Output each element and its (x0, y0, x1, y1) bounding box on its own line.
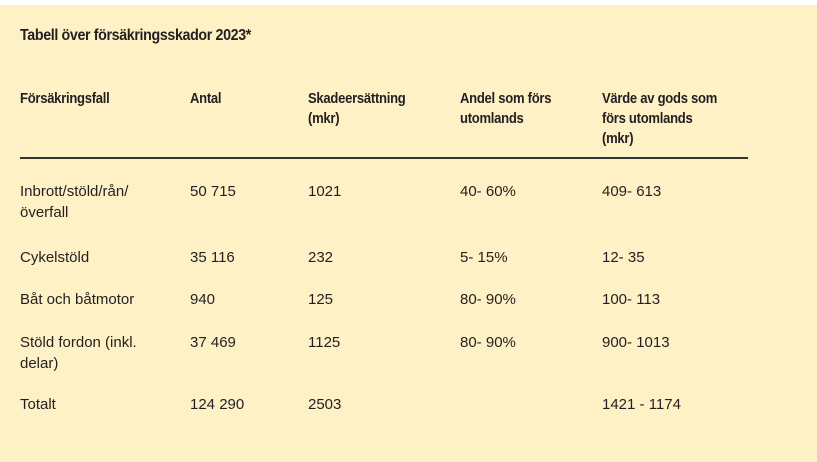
table-cell: Båt och båtmotor (20, 291, 135, 308)
header-divider (20, 157, 748, 159)
table-cell: 2503 (308, 396, 342, 413)
table-cell: 1421 - 1174 (602, 396, 681, 413)
table-cell: 124 290 (190, 396, 245, 413)
table-cell: 1021 (308, 183, 342, 200)
table-cell: 900- 1013 (602, 334, 670, 351)
table-cell: 80- 90% (460, 291, 516, 308)
table-cell: 50 715 (190, 183, 236, 200)
table-cell: 409- 613 (602, 183, 662, 200)
column-header: Andel som förs utomlands (460, 91, 552, 127)
table-cell: 1125 (308, 334, 341, 351)
table-cell: Inbrott/stöld/rån/ överfall (20, 183, 129, 221)
table-panel: Tabell över försäkringsskador 2023* Förs… (0, 5, 817, 462)
table-cell: 940 (190, 291, 216, 308)
table-cell: 232 (308, 249, 334, 266)
table-title: Tabell över försäkringsskador 2023* (20, 27, 251, 44)
table-cell: 125 (308, 291, 334, 308)
table-cell: 40- 60% (460, 183, 516, 200)
table-cell: 100- 113 (602, 291, 661, 308)
table-cell: 12- 35 (602, 249, 645, 266)
column-header: Försäkringsfall (20, 91, 110, 107)
table-cell: Stöld fordon (inkl. delar) (20, 334, 137, 372)
column-header: Antal (190, 91, 222, 107)
table-cell: 80- 90% (460, 334, 516, 351)
table-cell: Cykelstöld (20, 249, 90, 266)
table-cell: 35 116 (190, 249, 235, 266)
column-header: Skadeersättning (mkr) (308, 91, 406, 127)
column-header: Värde av gods som förs utomlands (mkr) (602, 91, 718, 147)
table-cell: 5- 15% (460, 249, 508, 266)
table-cell: Totalt (20, 396, 56, 413)
table-cell: 37 469 (190, 334, 236, 351)
